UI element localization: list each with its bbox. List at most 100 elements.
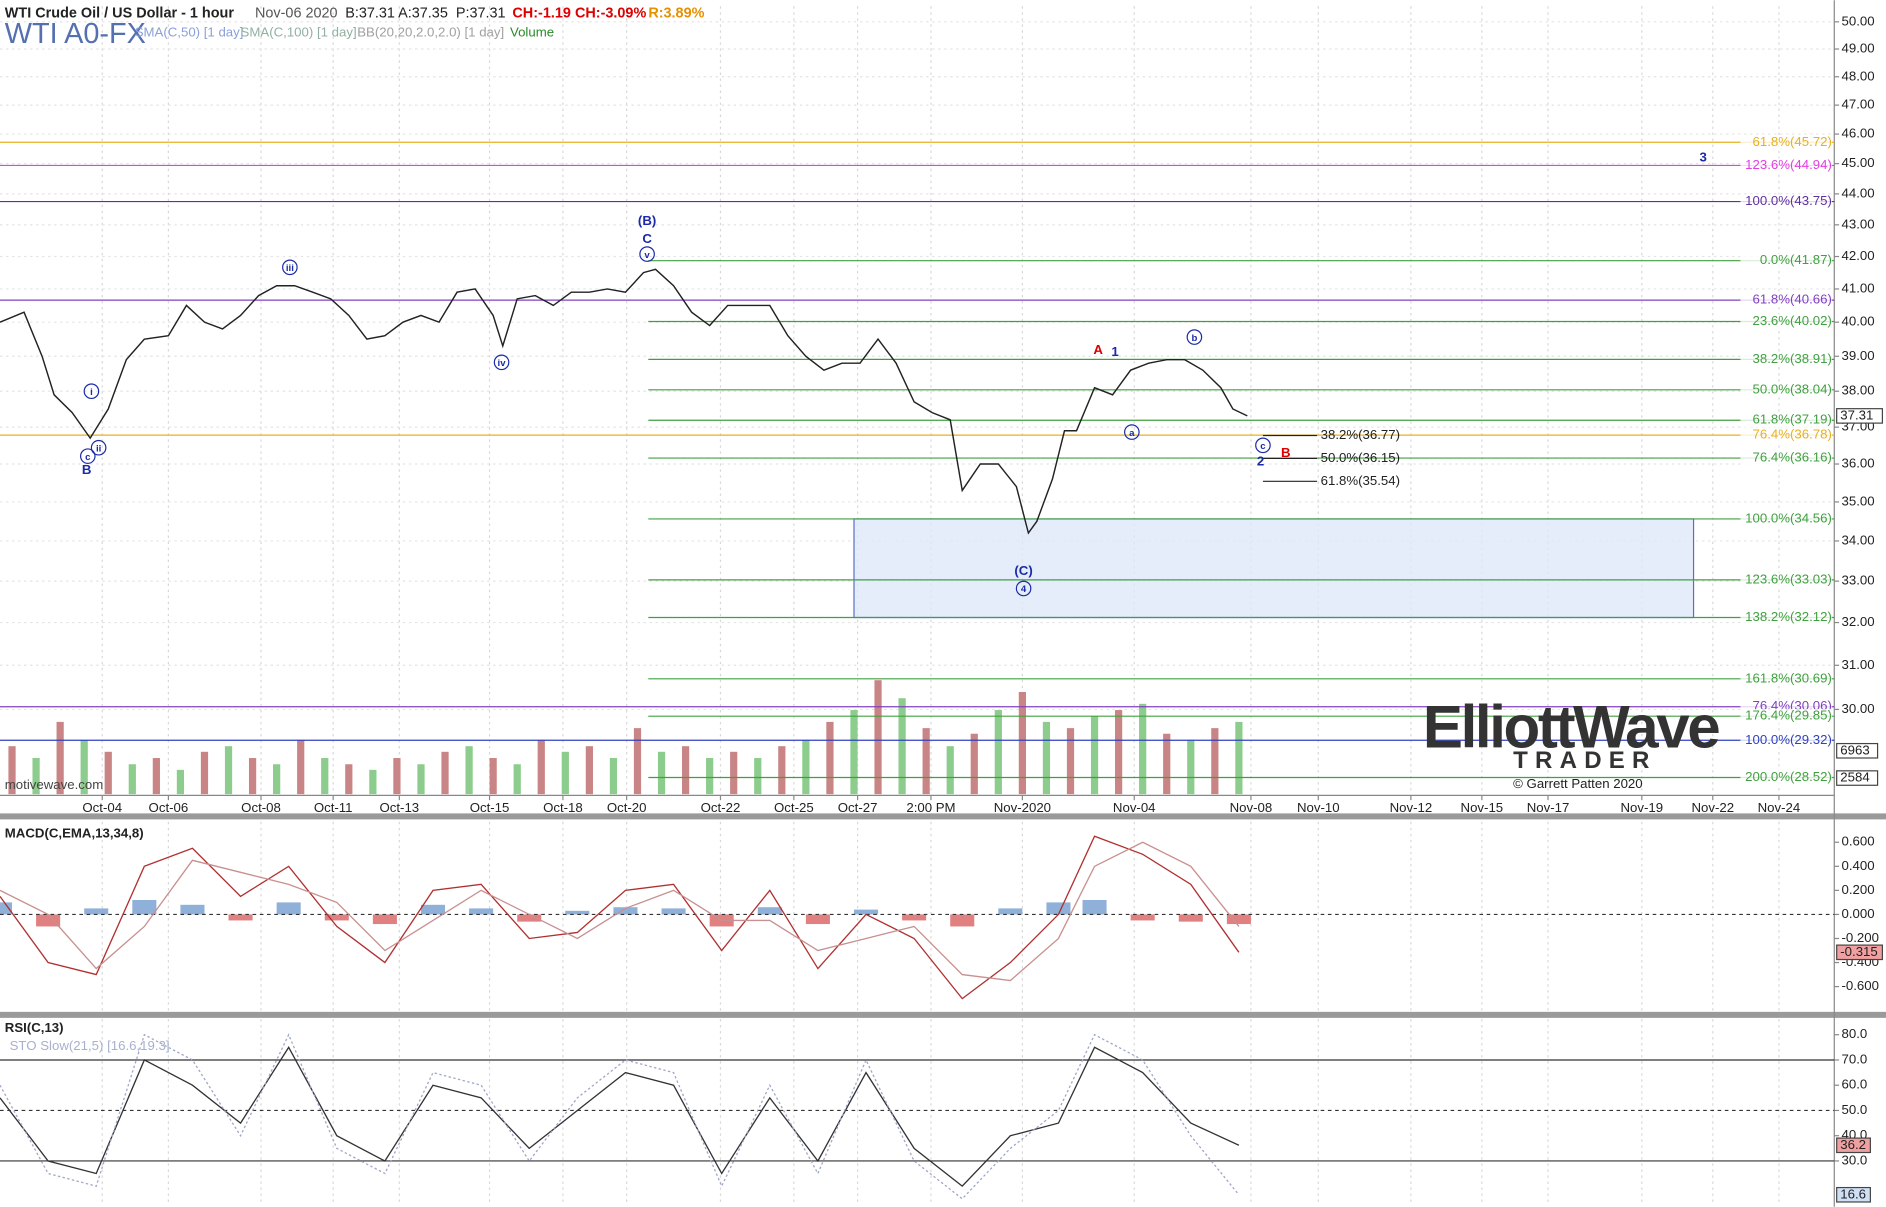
y-tick-label: 0.600 — [1841, 834, 1874, 849]
wave-label: (C) — [1014, 563, 1032, 578]
volume-bar — [1018, 692, 1026, 795]
last-value-box — [1836, 1186, 1871, 1203]
wave-label: b — [1191, 333, 1197, 344]
y-tick-label: 45.00 — [1841, 155, 1874, 170]
date: Nov-06 2020 — [255, 5, 338, 21]
volume-bar — [513, 764, 521, 795]
x-tick-label: Oct-08 — [241, 800, 281, 815]
wave-circle — [639, 246, 655, 262]
histogram-bar — [517, 914, 542, 922]
fib-label-bg — [1740, 511, 1832, 527]
last-value-box — [1836, 1137, 1871, 1154]
fib-label-bg — [1740, 194, 1832, 209]
x-tick-label: Oct-04 — [82, 800, 122, 815]
last-value-box — [1836, 944, 1883, 961]
fib-label-bg — [1740, 671, 1832, 687]
x-tick-label: Oct-27 — [838, 800, 878, 815]
quote: CH:-3.09% — [575, 5, 647, 21]
wave-label: B — [82, 462, 92, 477]
volume-bar — [1187, 739, 1195, 795]
symbol: WTI A0-FX — [5, 18, 146, 50]
y-tick-label: -0.600 — [1841, 978, 1878, 993]
histogram-bar — [324, 914, 349, 921]
volume-bar — [345, 764, 353, 795]
x-tick-label: Nov-08 — [1230, 800, 1273, 815]
y-tick-label: 41.00 — [1841, 280, 1874, 295]
volume-bar — [778, 746, 786, 795]
y-tick-label: 38.00 — [1841, 383, 1874, 398]
fib-label: 100.0%(34.56) — [1745, 510, 1832, 525]
last-value-label: 36.2 — [1840, 1137, 1866, 1152]
volume-bar — [8, 746, 16, 795]
volume-bar — [489, 758, 497, 795]
volume-bar — [1163, 733, 1171, 795]
volume-bar — [898, 698, 906, 795]
fib-label: 123.6%(33.03) — [1745, 571, 1832, 586]
x-tick-label: Oct-18 — [543, 800, 583, 815]
volume-bar — [1042, 721, 1051, 795]
y-tick-label: 0.200 — [1841, 882, 1874, 897]
x-tick-label: Oct-06 — [149, 800, 189, 815]
histogram-bar — [1178, 914, 1203, 922]
indicator-legend: SMA(C,50) [1 day] — [135, 24, 244, 39]
wave-label: 1 — [1111, 344, 1118, 359]
wave-label: 4 — [1021, 584, 1027, 595]
volume-bar — [200, 751, 209, 795]
volume-bar — [874, 680, 882, 795]
logo-sub: TRADER — [1513, 747, 1657, 774]
y-tick-label: 0.000 — [1841, 906, 1874, 921]
indicator-line — [0, 1046, 1240, 1188]
fib-label-bg — [1740, 733, 1832, 748]
histogram-bar — [0, 902, 13, 915]
wave-label: ii — [96, 443, 101, 454]
y-tick-label: 40.00 — [1841, 314, 1874, 329]
y-tick-label: 33.00 — [1841, 573, 1874, 588]
fib-label-bg — [1740, 572, 1832, 588]
quote: B:37.31 — [345, 5, 395, 21]
x-tick-label: Oct-15 — [470, 800, 510, 815]
wave-circle — [1186, 329, 1203, 345]
panel-divider — [0, 813, 1886, 820]
quote: P:37.31 — [456, 5, 506, 21]
last-price-label: 37.31 — [1840, 407, 1873, 422]
histogram-bar — [950, 914, 975, 927]
wave-circle — [90, 439, 107, 456]
watermark: motivewave.com — [5, 777, 103, 792]
fib-label-bg — [1740, 708, 1832, 724]
fib-label: 200.0%(28.52) — [1745, 769, 1832, 784]
target-zone — [853, 518, 1695, 619]
fib-label: 176.4%(29.85) — [1745, 708, 1832, 723]
volume-bar — [609, 758, 618, 795]
quote: A:37.35 — [398, 5, 448, 21]
wave-label: iii — [286, 263, 294, 274]
y-tick-label: 39.00 — [1841, 348, 1874, 363]
histogram-bar — [372, 914, 397, 925]
logo: ElliottWave — [1423, 693, 1719, 760]
y-tick-label: 32.00 — [1841, 614, 1874, 629]
quote: R:3.89% — [648, 5, 704, 21]
fib-label-bg — [1740, 382, 1832, 398]
histogram-bar — [902, 914, 927, 921]
fib-label-bg — [1740, 135, 1832, 150]
fib-label-bg — [1740, 413, 1832, 428]
histogram-bar — [36, 914, 61, 927]
volume-bar — [585, 746, 593, 795]
fib-label-bg — [1740, 427, 1832, 443]
histogram-bar — [661, 908, 686, 915]
fib-label-bg — [1740, 450, 1832, 466]
volume-bar — [273, 764, 281, 795]
x-tick-label: Nov-04 — [1113, 800, 1156, 815]
wave-circle — [83, 383, 100, 400]
y-tick-label: 42.00 — [1841, 248, 1874, 263]
wave-label: 2 — [1257, 454, 1264, 469]
wave-label: B — [1281, 445, 1291, 460]
fib-label: 61.8%(45.72) — [1752, 134, 1831, 149]
fib-label: 161.8%(30.69) — [1745, 670, 1832, 685]
histogram-bar — [84, 908, 109, 915]
volume-bar — [706, 758, 714, 795]
y2-tick-box — [1836, 742, 1879, 759]
wave-circle — [1124, 424, 1140, 440]
wave-label: c — [1260, 441, 1266, 452]
y-tick-label: 0.400 — [1841, 858, 1874, 873]
